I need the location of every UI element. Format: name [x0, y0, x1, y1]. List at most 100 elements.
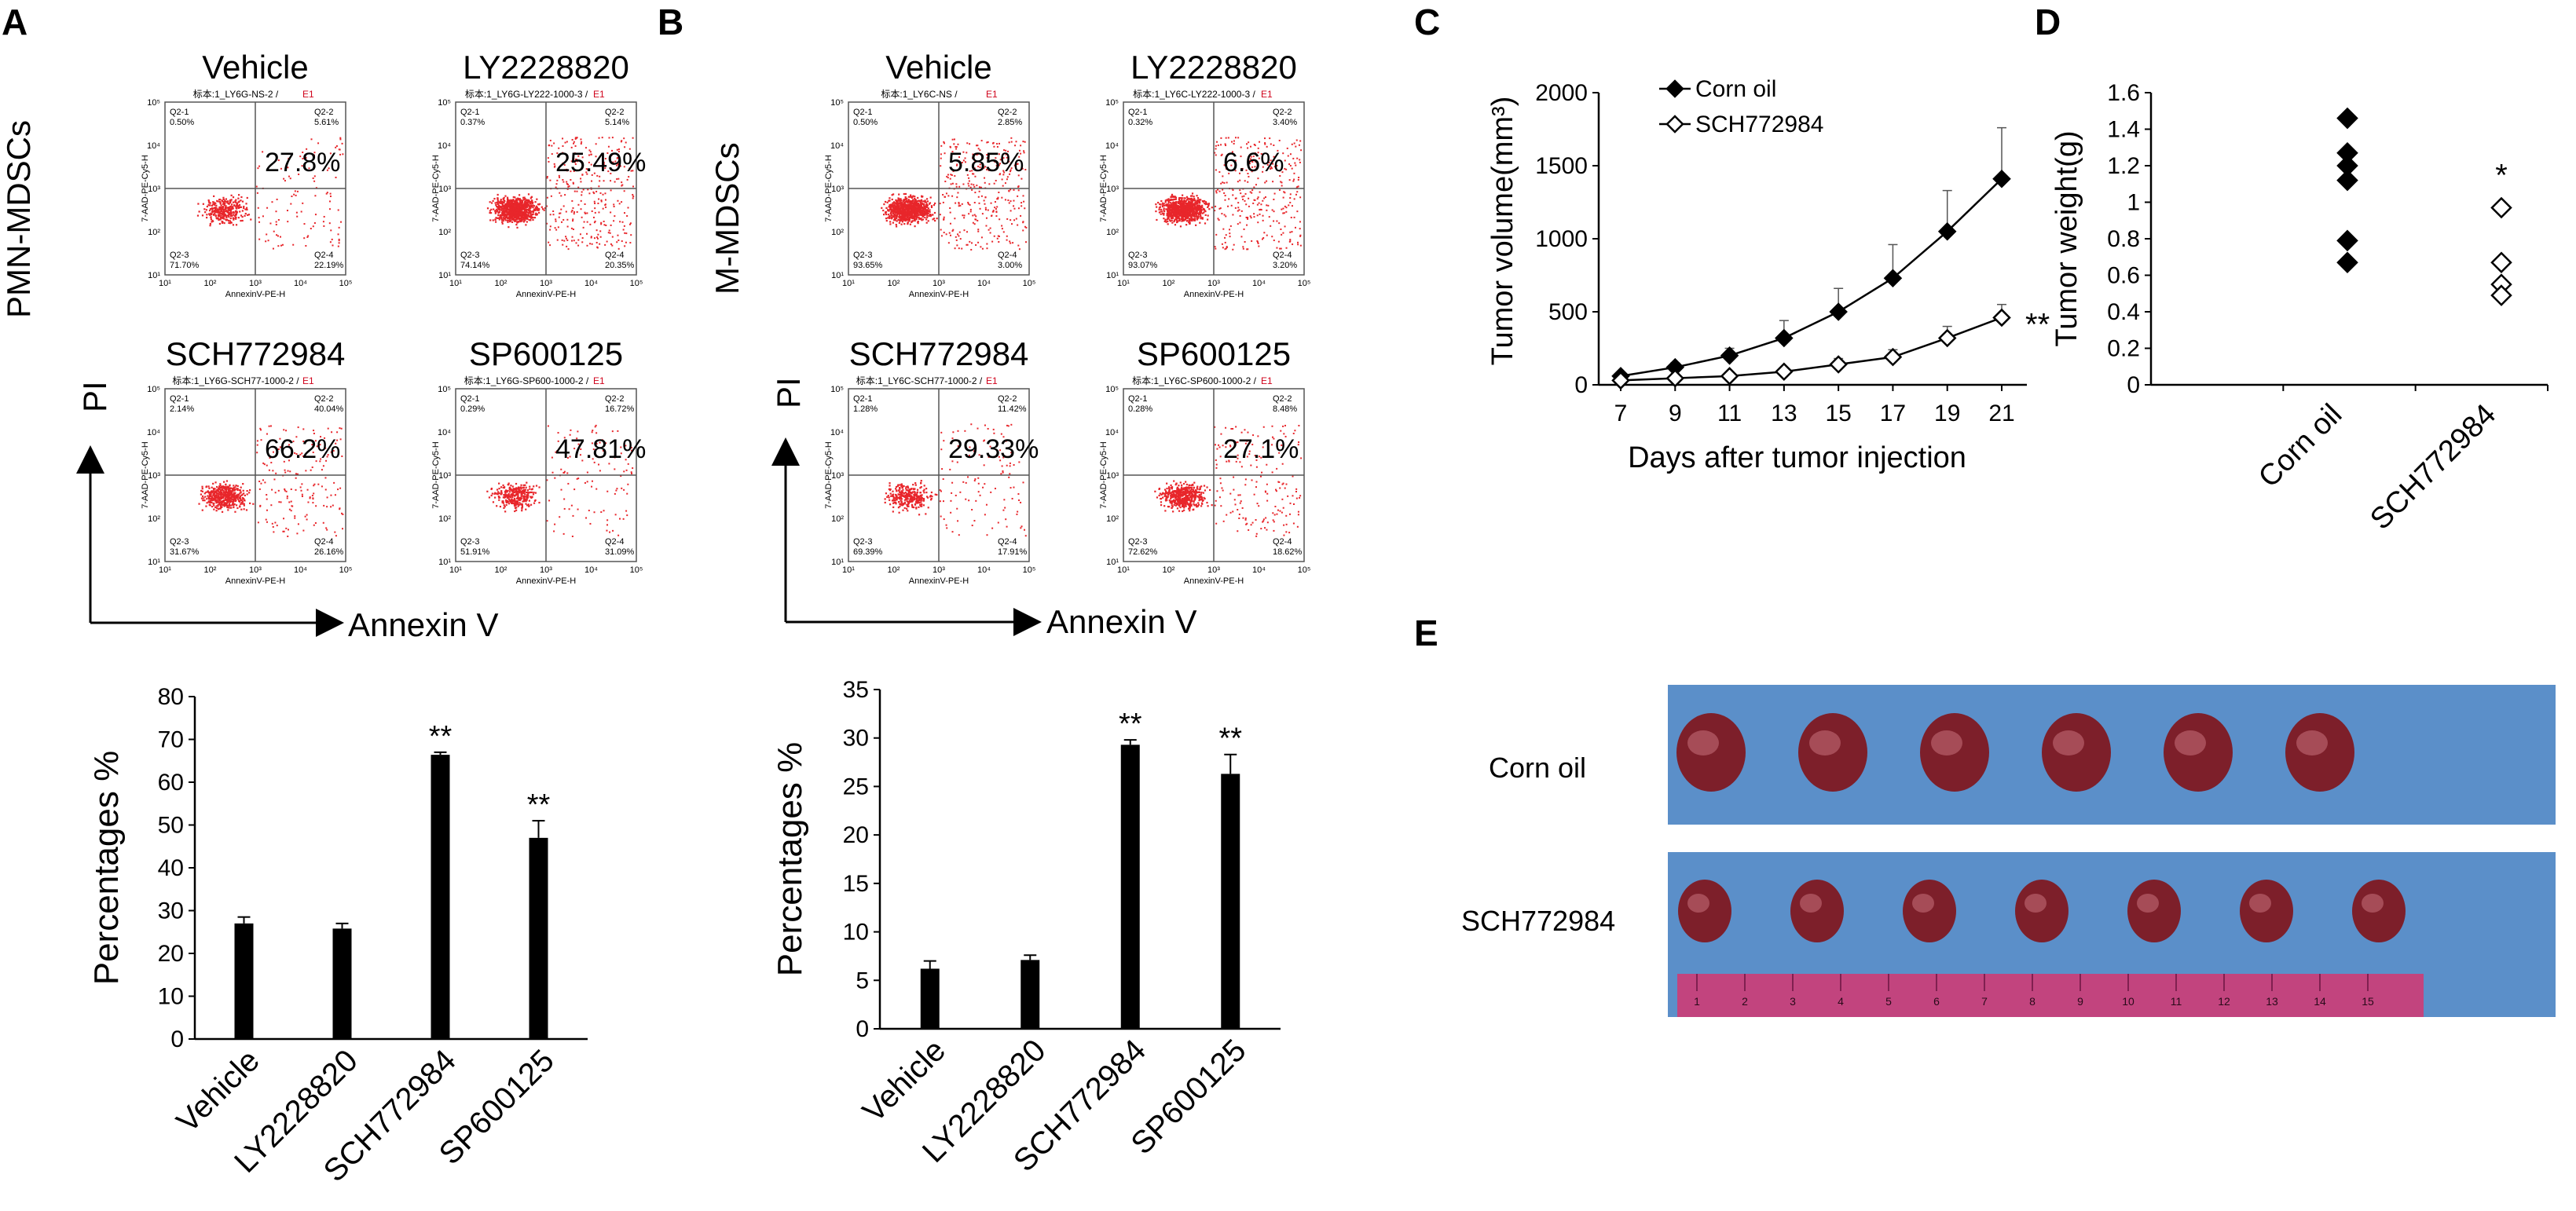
flow-dot — [940, 229, 942, 231]
flow-dot — [511, 217, 514, 219]
flow-dot — [625, 445, 627, 447]
flow-dot — [305, 470, 307, 472]
flow-dot — [1003, 171, 1006, 174]
flow-dot — [1174, 196, 1178, 199]
flow-dot — [290, 488, 292, 490]
flow-dot — [527, 209, 529, 211]
flow-dot — [896, 206, 899, 208]
flow-dot — [586, 244, 588, 247]
flow-dot — [551, 471, 554, 474]
flow-dot — [510, 215, 512, 218]
flow-dot — [611, 430, 614, 433]
flow-dot — [914, 204, 917, 207]
flow-dot — [232, 201, 235, 203]
flow-dot — [1166, 199, 1168, 201]
flow-dot — [504, 203, 506, 206]
flow-quadrant-label: 0.50% — [853, 118, 878, 127]
flow-dot — [958, 231, 961, 233]
flow-dot — [529, 211, 531, 214]
flow-dot — [1176, 210, 1179, 213]
flow-dot — [897, 198, 900, 200]
flow-dot — [340, 427, 343, 430]
flow-dot — [988, 169, 990, 171]
flow-dot — [313, 492, 315, 495]
flow-dot — [272, 247, 274, 250]
flow-dot — [301, 452, 303, 455]
flow-dot — [512, 207, 515, 210]
flow-dot — [226, 485, 229, 488]
flow-dot — [226, 499, 229, 502]
flow-dot — [1197, 206, 1200, 208]
flow-dot — [571, 199, 573, 202]
flow-dot — [273, 478, 276, 481]
annexin-axis-label-a: Annexin V — [348, 606, 498, 643]
flow-dot — [505, 203, 508, 206]
flow-dot — [337, 245, 339, 247]
flow-dot — [1200, 209, 1202, 211]
flow-quadrant-label: Q2-3 — [853, 251, 872, 260]
flow-dot — [613, 203, 615, 206]
flow-dot — [549, 139, 551, 141]
flow-dot — [233, 506, 235, 509]
flow-dot — [576, 477, 578, 480]
flow-dot — [926, 200, 929, 203]
flow-dot — [1017, 195, 1019, 197]
flow-dot — [900, 223, 903, 225]
flow-dot — [1010, 141, 1013, 143]
flow-dot — [516, 221, 518, 224]
flow-dot — [573, 213, 575, 215]
flow-dot — [993, 145, 995, 148]
flow-dot — [1178, 220, 1181, 222]
flow-dot — [986, 154, 988, 156]
flow-dot — [221, 510, 224, 513]
flow-dot — [903, 222, 906, 225]
flow-dot — [229, 206, 232, 208]
flow-dot — [218, 487, 221, 489]
flow-dot — [567, 482, 570, 485]
flow-dot — [210, 218, 212, 221]
flow-dot — [915, 214, 918, 217]
flow-dot — [1201, 206, 1204, 209]
flow-dot — [940, 235, 943, 237]
flow-dot — [914, 197, 916, 200]
flow-dot — [502, 486, 504, 489]
flow-dot — [209, 499, 212, 502]
flow-dot — [221, 199, 223, 202]
flow-dot — [326, 455, 328, 458]
flow-dot — [1010, 162, 1013, 164]
flow-dot — [615, 489, 617, 492]
flow-dot — [906, 197, 908, 199]
flow-dot — [632, 467, 634, 470]
flow-dot — [1169, 208, 1171, 210]
flow-dot — [325, 459, 328, 462]
flow-dot — [603, 161, 605, 163]
flow-y-tick: 10⁵ — [438, 98, 451, 108]
flow-dot — [504, 195, 507, 197]
flow-dot — [629, 222, 632, 225]
flow-dot — [243, 508, 245, 510]
flow-dot — [209, 202, 211, 204]
flow-dot — [632, 196, 635, 198]
flow-dot — [259, 427, 262, 430]
flow-dot — [526, 205, 529, 207]
flow-dot — [260, 439, 262, 441]
flow-dot — [514, 201, 516, 203]
flow-dot — [511, 500, 513, 503]
flow-dot — [207, 200, 211, 203]
flow-dot — [533, 499, 537, 502]
flow-plot-title: SCH772984 — [166, 335, 346, 372]
flow-dot — [903, 199, 906, 202]
flow-dot — [234, 492, 236, 494]
flow-dot — [243, 205, 245, 208]
flow-dot — [900, 215, 903, 218]
flow-dot — [1176, 215, 1178, 218]
flow-dot — [313, 432, 315, 434]
flow-dot — [324, 488, 327, 491]
flow-dot — [518, 499, 520, 501]
flow-dot — [926, 214, 929, 217]
flow-dot — [927, 207, 929, 210]
flow-dot — [1178, 209, 1180, 211]
flow-dot — [913, 202, 915, 204]
flow-dot — [249, 502, 251, 504]
flow-dot — [907, 206, 909, 209]
